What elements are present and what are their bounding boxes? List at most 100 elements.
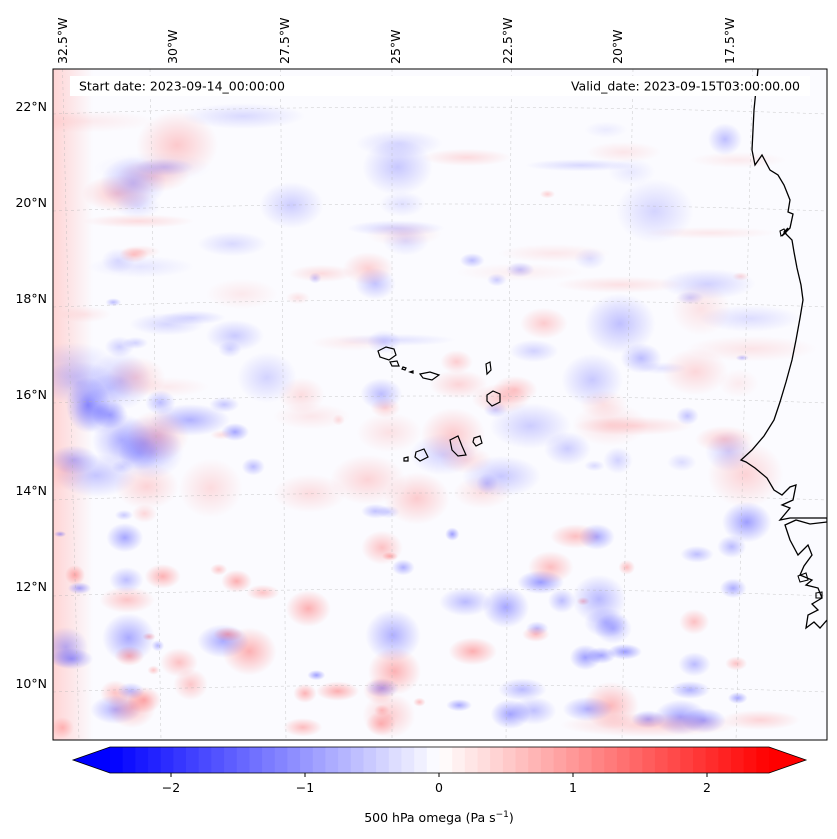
date-header-box: [70, 76, 810, 96]
lon-label: 32.5°W: [55, 18, 70, 64]
descent-region: [539, 189, 556, 199]
ascent-region: [122, 336, 149, 350]
colorbar-segment: [680, 747, 694, 773]
colorbar-segment: [363, 747, 377, 773]
graticule-meridian: [62, 69, 80, 740]
ascent-region: [87, 255, 194, 278]
colorbar-segment: [160, 747, 174, 773]
ascent-region: [114, 193, 161, 219]
descent-region: [720, 710, 800, 730]
descent-region: [718, 369, 759, 398]
colorbar-segment: [325, 747, 339, 773]
descent-region: [429, 369, 488, 399]
island-islet: [408, 370, 414, 374]
descent-region: [527, 550, 574, 584]
ascent-region: [135, 158, 195, 176]
descent-region: [125, 377, 209, 397]
colorbar-tick-label: −2: [162, 780, 180, 795]
lat-label: 10°N: [15, 676, 47, 691]
colorbar-segment: [439, 747, 453, 773]
descent-region: [53, 110, 156, 133]
ascent-region: [391, 559, 415, 576]
descent-region: [685, 335, 818, 362]
ascent-region: [459, 253, 485, 268]
colorbar-segment: [490, 747, 504, 773]
colorbar-segment: [287, 747, 301, 773]
ascent-region: [667, 453, 697, 472]
lat-label: 16°N: [15, 387, 47, 402]
colorbar-segment: [591, 747, 605, 773]
descent-region: [285, 291, 311, 305]
ascent-region: [307, 670, 326, 681]
graticule-parallel: [53, 203, 827, 212]
colorbar-segment: [642, 747, 656, 773]
descent-region: [205, 278, 278, 310]
descent-region: [448, 637, 497, 666]
descent-region: [293, 683, 317, 703]
descent-region: [173, 668, 208, 701]
colorbar-segment: [464, 747, 479, 773]
colorbar-segment: [718, 747, 732, 773]
lon-label: 22.5°W: [500, 18, 515, 64]
colorbar-segment: [376, 747, 390, 773]
descent-region: [384, 472, 450, 525]
ascent-region: [637, 361, 687, 375]
ascent-region: [584, 293, 656, 355]
descent-region: [520, 307, 568, 339]
colorbar-segment: [414, 747, 428, 773]
colorbar-segment: [388, 747, 403, 773]
graticule-parallel: [53, 684, 827, 693]
island-santo-antao: [377, 346, 397, 361]
island-brava: [403, 456, 409, 462]
ascent-region: [197, 231, 268, 257]
colorbar-segment: [262, 747, 276, 773]
descent-region: [272, 403, 351, 430]
ascent-region: [67, 582, 92, 595]
graticule-parallel: [53, 106, 827, 115]
descent-region: [679, 609, 710, 635]
ascent-region: [446, 699, 472, 712]
island-sao-nicolau: [418, 371, 441, 381]
descent-region: [455, 263, 584, 282]
ascent-region: [205, 319, 264, 352]
descent-region: [144, 564, 181, 589]
descent-region: [367, 647, 422, 696]
omega-blobs: [53, 103, 818, 739]
ascent-region: [209, 396, 240, 413]
descent-region: [586, 141, 662, 163]
ascent-region: [707, 123, 743, 156]
ascent-region: [482, 586, 530, 628]
colorbar-tick-label: 0: [435, 780, 443, 795]
graticule-parallel: [53, 395, 827, 404]
ascent-region: [660, 268, 756, 300]
ascent-region: [365, 609, 421, 662]
colorbar-segment: [274, 747, 289, 773]
colorbar-segment: [236, 747, 250, 773]
descent-region: [59, 306, 112, 323]
colorbar-segment: [756, 747, 770, 773]
descent-region: [362, 692, 416, 739]
descent-region: [522, 626, 550, 642]
descent-region: [421, 148, 512, 167]
descent-region: [662, 348, 729, 396]
colorbar-segment: [350, 747, 365, 773]
descent-region: [246, 584, 280, 601]
descent-region: [492, 375, 538, 404]
descent-region: [221, 569, 252, 593]
lon-label: 30°W: [165, 29, 180, 64]
colorbar-segment: [667, 747, 681, 773]
colorbar-segment: [312, 747, 327, 773]
ascent-region: [102, 613, 156, 663]
descent-region: [618, 559, 636, 575]
africa-islands: [779, 228, 823, 599]
ascent-region: [670, 681, 710, 699]
graticule: [53, 69, 827, 740]
colorbar-ticks: −2 −1 0 1 2: [162, 773, 711, 795]
ascent-region: [106, 522, 144, 553]
descent-region: [288, 264, 356, 283]
colorbar-extend-max: [769, 747, 806, 773]
descent-region: [285, 590, 331, 627]
ascent-region: [571, 574, 627, 624]
ascent-region: [236, 352, 297, 404]
descent-region: [210, 563, 228, 576]
